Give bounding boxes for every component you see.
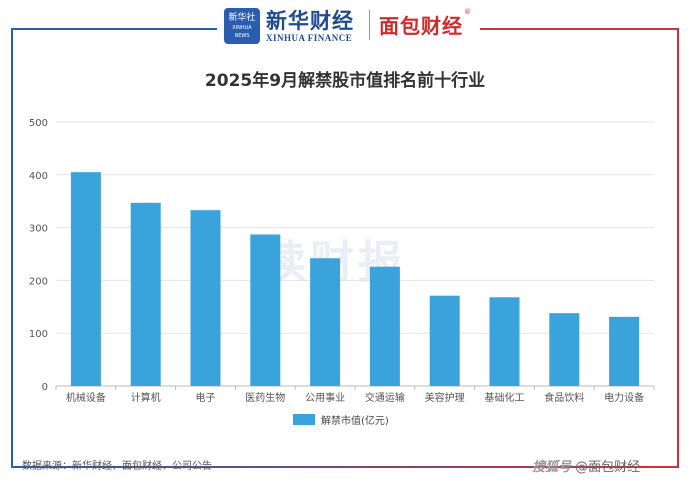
credit-prefix: 搜狐号 (532, 460, 572, 475)
bar-10 (609, 316, 640, 386)
frame-left-line (11, 28, 13, 468)
bar-2 (130, 202, 161, 386)
bar-7 (429, 295, 460, 386)
frame-top-left-line (11, 28, 217, 30)
frame-right-line (677, 28, 679, 468)
credit-handle: @面包财经 (575, 460, 641, 475)
x-tick-label: 公用事业 (305, 391, 345, 404)
x-tick-label: 医药生物 (245, 391, 285, 404)
bar-4 (250, 234, 281, 386)
y-tick-label: 400 (29, 171, 48, 182)
y-tick-label: 300 (29, 224, 48, 235)
y-tick-label: 100 (29, 329, 48, 340)
frame-top-right-line (480, 28, 679, 30)
mianbao-brand: 面包财经 (379, 14, 463, 38)
bar-9 (549, 313, 580, 386)
y-tick-label: 200 (29, 276, 48, 287)
x-tick-label: 基础化工 (485, 391, 525, 404)
header: 新华社 XINHUA NEWS 新华财经 XINHUA FINANCE 面包财经… (0, 0, 690, 48)
x-tick-label: 机械设备 (66, 391, 106, 404)
credit: 搜狐号 @面包财经 (532, 456, 640, 475)
x-tick-label: 食品饮料 (544, 391, 584, 404)
chart-title: 2025年9月解禁股市值排名前十行业 (204, 71, 486, 91)
bar-8 (489, 297, 520, 386)
brand-separator (369, 10, 370, 40)
bar-6 (369, 266, 400, 386)
x-tick-label: 电子 (196, 391, 216, 404)
bar-3 (190, 210, 221, 386)
frame-bottom-line (11, 466, 679, 468)
data-source: 数据来源：新华财经、面包财经、公司公告 (22, 461, 212, 472)
y-tick-label: 0 (42, 382, 48, 393)
bar-1 (70, 172, 101, 386)
y-tick-label: 500 (29, 118, 48, 129)
x-tick-label: 交通运输 (365, 391, 405, 404)
bar-5 (310, 258, 341, 386)
registered-mark: ® (464, 8, 471, 16)
x-tick-label: 计算机 (131, 391, 161, 404)
legend-label: 解禁市值(亿元) (321, 414, 389, 427)
xinhua-logo-sub: XINHUA NEWS (232, 25, 252, 39)
x-tick-label: 美容护理 (425, 391, 465, 404)
legend-swatch (293, 414, 315, 425)
xinhua-finance-brand-en: XINHUA FINANCE (266, 33, 353, 43)
xinhua-finance-brand: 新华财经 (266, 8, 354, 33)
x-tick-label: 电力设备 (604, 391, 644, 404)
xinhua-logo-text: 新华社 (228, 13, 256, 23)
xinhua-logo: 新华社 XINHUA NEWS (224, 8, 260, 44)
